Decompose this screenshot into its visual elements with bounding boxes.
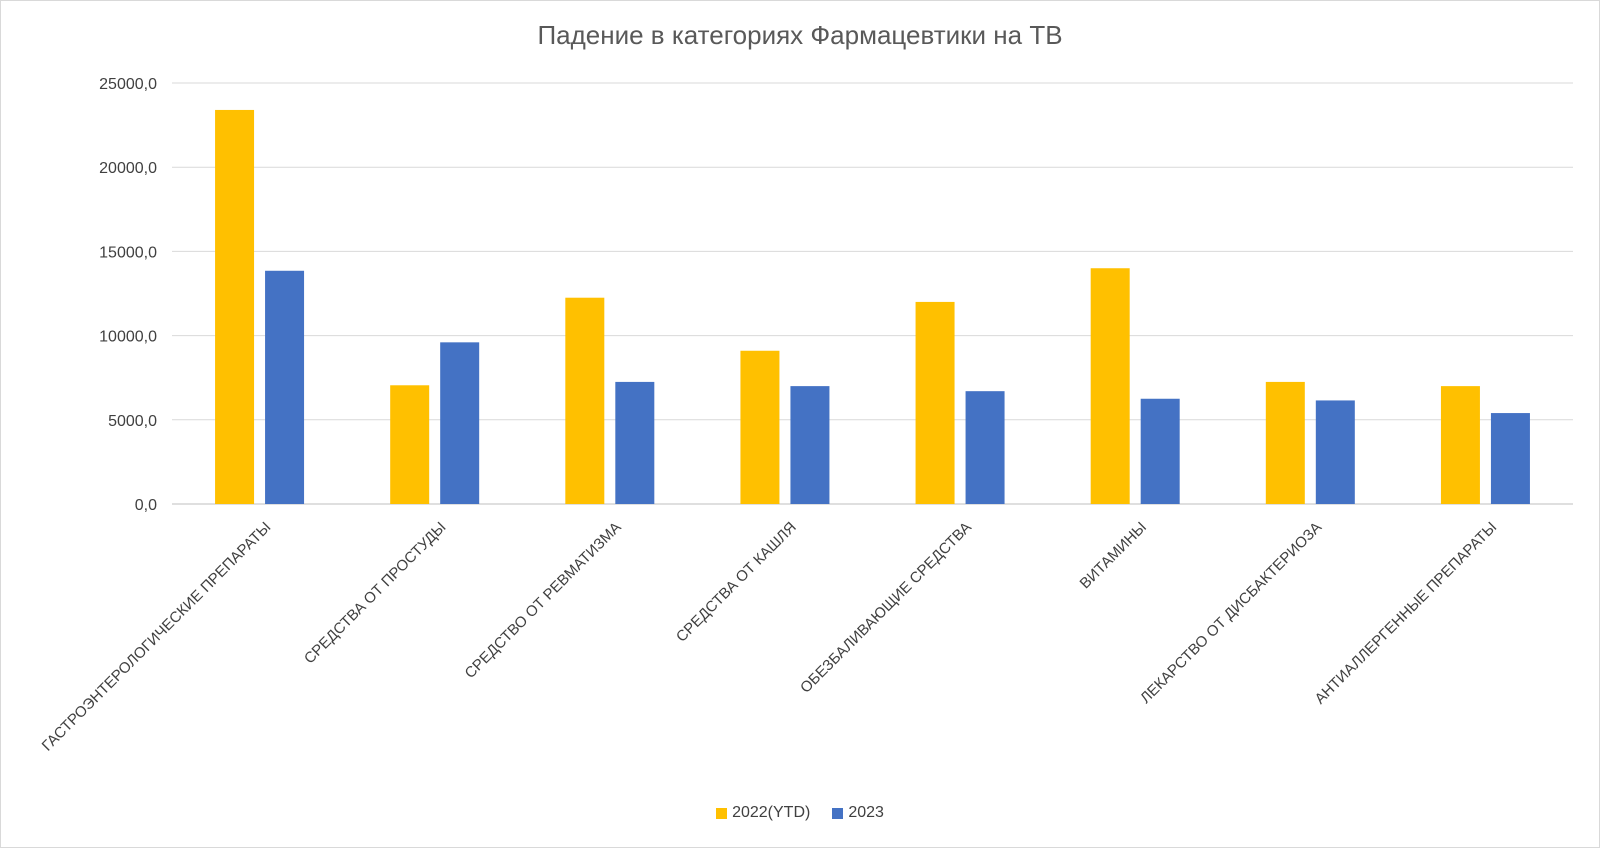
y-tick-label: 0,0 (135, 497, 157, 514)
legend-swatch-2022 (716, 807, 728, 819)
bars (215, 109, 1530, 504)
legend: 2022(YTD) 2023 (0, 804, 1600, 822)
x-axis-labels: ГАСТРОЭНТЕРОЛОГИЧЕСКИЕ ПРЕПАРАТЫ СРЕДСТВА… (39, 519, 1501, 755)
bar-2022[interactable] (740, 350, 780, 504)
y-tick-label: 5000,0 (108, 413, 157, 430)
bar-2022[interactable] (1440, 386, 1480, 504)
bar-2023[interactable] (265, 270, 305, 504)
x-tick-label: АНТИАЛЛЕРГЕННЫЕ ПРЕПАРАТЫ (1312, 519, 1501, 708)
bar-2023[interactable] (790, 386, 830, 504)
bar-2023[interactable] (1315, 400, 1355, 504)
bar-2022[interactable] (915, 301, 955, 504)
bar-2022[interactable] (215, 109, 255, 504)
bar-2022[interactable] (1090, 268, 1130, 504)
bar-2022[interactable] (1265, 381, 1305, 504)
bar-2022[interactable] (565, 297, 605, 504)
legend-item-2023[interactable]: 2023 (832, 804, 884, 822)
legend-swatch-2023 (832, 807, 844, 819)
legend-label-2023: 2023 (848, 804, 884, 821)
bar-2023[interactable] (1490, 413, 1530, 504)
chart-title: Падение в категориях Фармацевтики на ТВ (537, 20, 1063, 50)
x-tick-label: СРЕДСТВА ОТ ПРОСТУДЫ (301, 519, 450, 668)
bar-2023[interactable] (1140, 398, 1180, 504)
x-tick-label: СРЕДСТВА ОТ КАШЛЯ (673, 519, 800, 646)
x-tick-label: ГАСТРОЭНТЕРОЛОГИЧЕСКИЕ ПРЕПАРАТЫ (39, 519, 275, 755)
legend-item-2022[interactable]: 2022(YTD) (716, 804, 810, 822)
gridlines (172, 82, 1573, 505)
bar-2023[interactable] (615, 381, 655, 504)
bar-2023[interactable] (440, 342, 480, 504)
y-tick-label: 15000,0 (99, 244, 157, 261)
y-tick-label: 20000,0 (99, 160, 157, 177)
y-tick-label: 25000,0 (99, 76, 157, 93)
x-tick-label: ОБЕЗБАЛИВАЮЩИЕ СРЕДСТВА (797, 519, 975, 697)
x-tick-label: ВИТАМИНЫ (1077, 519, 1150, 592)
x-tick-label: СРЕДСТВО ОТ РЕВМАТИЗМА (462, 519, 625, 682)
bar-2023[interactable] (965, 391, 1005, 504)
y-tick-label: 10000,0 (99, 329, 157, 346)
y-axis-ticks: 0,0 5000,0 10000,0 15000,0 20000,0 25000,0 (99, 76, 157, 514)
x-tick-label: ЛЕКАРСТВО ОТ ДИСБАКТЕРИОЗА (1137, 519, 1325, 707)
bar-2022[interactable] (390, 385, 430, 504)
legend-label-2022: 2022(YTD) (732, 804, 811, 821)
